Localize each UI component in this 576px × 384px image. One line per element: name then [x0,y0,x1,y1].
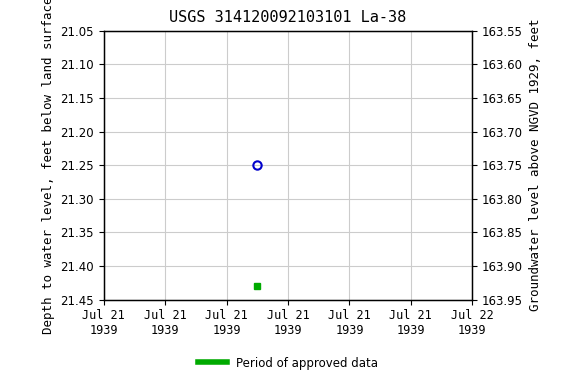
Title: USGS 314120092103101 La-38: USGS 314120092103101 La-38 [169,10,407,25]
Y-axis label: Groundwater level above NGVD 1929, feet: Groundwater level above NGVD 1929, feet [529,19,541,311]
Y-axis label: Depth to water level, feet below land surface: Depth to water level, feet below land su… [42,0,55,334]
Legend: Period of approved data: Period of approved data [193,352,383,374]
